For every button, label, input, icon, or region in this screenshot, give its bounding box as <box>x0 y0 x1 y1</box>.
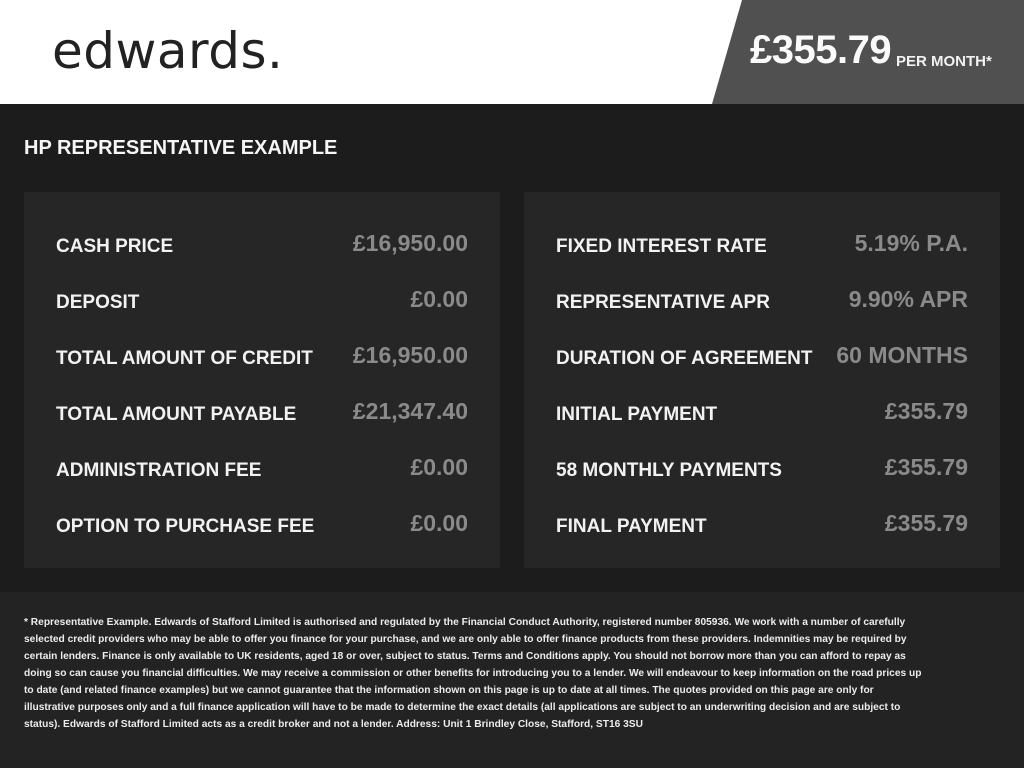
finance-row: TOTAL AMOUNT OF CREDIT £16,950.00 <box>56 342 468 372</box>
row-label: FINAL PAYMENT <box>556 516 707 537</box>
footer: * Representative Example. Edwards of Sta… <box>0 592 1024 768</box>
row-label: DURATION OF AGREEMENT <box>556 348 813 369</box>
row-label: DEPOSIT <box>56 292 140 313</box>
finance-row: 58 MONTHLY PAYMENTS £355.79 <box>556 454 968 484</box>
row-label: TOTAL AMOUNT OF CREDIT <box>56 348 313 369</box>
row-value: £355.79 <box>884 454 968 480</box>
finance-row: INITIAL PAYMENT £355.79 <box>556 398 968 428</box>
row-label: TOTAL AMOUNT PAYABLE <box>56 404 297 425</box>
per-month-label: PER MONTH* <box>896 53 992 70</box>
row-value: £16,950.00 <box>352 342 468 368</box>
monthly-price: £355.79 <box>750 28 892 72</box>
finance-row: REPRESENTATIVE APR 9.90% APR <box>556 286 968 316</box>
logo: edwards. <box>52 22 284 80</box>
section-title: HP REPRESENTATIVE EXAMPLE <box>24 137 338 159</box>
row-label: ADMINISTRATION FEE <box>56 460 262 481</box>
finance-row: OPTION TO PURCHASE FEE £0.00 <box>56 510 468 540</box>
finance-row: DEPOSIT £0.00 <box>56 286 468 316</box>
finance-row: ADMINISTRATION FEE £0.00 <box>56 454 468 484</box>
finance-panel-left: CASH PRICE £16,950.00 DEPOSIT £0.00 TOTAL … <box>24 192 500 568</box>
row-value: £355.79 <box>884 398 968 424</box>
row-value: £16,950.00 <box>352 230 468 256</box>
finance-panel-right: FIXED INTEREST RATE 5.19% P.A. REPRESENTA… <box>524 192 1000 568</box>
finance-row: FIXED INTEREST RATE 5.19% P.A. <box>556 230 968 260</box>
finance-row: FINAL PAYMENT £355.79 <box>556 510 968 540</box>
row-label: OPTION TO PURCHASE FEE <box>56 516 315 537</box>
disclaimer-text: * Representative Example. Edwards of Sta… <box>24 617 922 730</box>
row-value: £21,347.40 <box>352 398 468 424</box>
row-label: CASH PRICE <box>56 236 174 257</box>
row-value: 5.19% P.A. <box>854 230 968 256</box>
row-label: 58 MONTHLY PAYMENTS <box>556 460 782 481</box>
row-label: FIXED INTEREST RATE <box>556 236 767 257</box>
price-panel <box>712 0 1024 104</box>
row-value: £0.00 <box>410 286 468 312</box>
finance-row: DURATION OF AGREEMENT 60 MONTHS <box>556 342 968 372</box>
row-value: £0.00 <box>410 510 468 536</box>
row-value: 9.90% APR <box>848 286 968 312</box>
finance-row: TOTAL AMOUNT PAYABLE £21,347.40 <box>56 398 468 428</box>
finance-row: CASH PRICE £16,950.00 <box>56 230 468 260</box>
header: edwards. £355.79 PER MONTH* <box>0 0 1024 104</box>
row-value: £355.79 <box>884 510 968 536</box>
row-label: INITIAL PAYMENT <box>556 404 718 425</box>
row-value: 60 MONTHS <box>836 342 968 368</box>
row-label: REPRESENTATIVE APR <box>556 292 770 313</box>
row-value: £0.00 <box>410 454 468 480</box>
